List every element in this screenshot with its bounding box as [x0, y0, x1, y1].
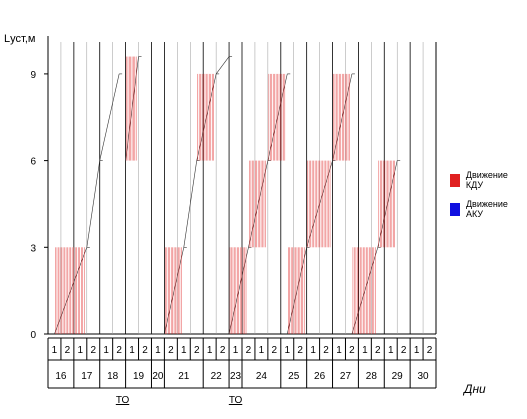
depth-line	[86, 160, 101, 248]
shift-label: 2	[375, 345, 381, 356]
shift-label: 2	[246, 345, 252, 356]
legend-swatch-kdu	[450, 173, 460, 187]
shift-label: 2	[142, 345, 148, 356]
day-label: 26	[314, 371, 326, 382]
y-tick-label: 3	[30, 243, 36, 254]
shift-label: 1	[310, 345, 316, 356]
series-layer	[54, 56, 401, 335]
shift-label: 1	[52, 345, 58, 356]
day-label: 25	[288, 371, 300, 382]
shift-label: 1	[233, 345, 239, 356]
shift-label: 2	[65, 345, 71, 356]
shift-label: 2	[272, 345, 278, 356]
legend-label-aku: Движение АКУ	[465, 199, 508, 219]
y-tick-label: 0	[30, 330, 36, 341]
legend-item-aku: Движение АКУ	[450, 199, 527, 219]
day-label: 23	[230, 371, 242, 382]
day-label: 28	[366, 371, 378, 382]
shift-label: 1	[78, 345, 84, 356]
y-tick-label: 6	[30, 157, 36, 168]
x-axis-label: Дни	[462, 382, 486, 396]
shift-label: 1	[155, 345, 161, 356]
shift-label: 1	[259, 345, 265, 356]
day-label: 24	[256, 371, 268, 382]
y-tick-layer: 0 3 6 9	[30, 70, 48, 341]
day-label: 16	[55, 371, 67, 382]
shift-label: 2	[90, 345, 96, 356]
grid-layer	[47, 36, 437, 335]
shift-label: 2	[168, 345, 174, 356]
day-label: 18	[107, 371, 119, 382]
axis-layer: Lуст,м Дни	[4, 33, 486, 396]
day-label: 29	[392, 371, 404, 382]
shift-label: 1	[129, 345, 135, 356]
legend-label-kdu: Движение КДУ	[465, 170, 508, 190]
depth-line	[215, 56, 230, 75]
shift-label: 2	[194, 345, 200, 356]
shift-label: 2	[427, 345, 433, 356]
maintenance-label: ТО	[229, 395, 243, 406]
shift-label: 2	[220, 345, 226, 356]
legend-swatch-aku	[450, 202, 460, 216]
maintenance-label: ТО	[116, 395, 130, 406]
shift-label: 1	[414, 345, 420, 356]
day-label: 21	[178, 371, 190, 382]
day-label: 19	[133, 371, 145, 382]
day-label: 27	[340, 371, 352, 382]
shift-label: 2	[323, 345, 329, 356]
depth-line	[183, 160, 198, 248]
day-label: 22	[211, 371, 223, 382]
shift-label: 1	[336, 345, 342, 356]
depth-line	[99, 73, 120, 161]
legend-item-kdu: Движение КДУ	[450, 170, 527, 190]
shift-label: 2	[297, 345, 303, 356]
y-axis-label: Lуст,м	[4, 33, 35, 45]
day-label: 30	[418, 371, 430, 382]
shift-label: 2	[401, 345, 407, 356]
shift-label: 1	[207, 345, 213, 356]
day-label: 20	[152, 371, 164, 382]
shift-label: 2	[116, 345, 122, 356]
shift-label: 1	[284, 345, 290, 356]
shift-label: 2	[349, 345, 355, 356]
shift-label: 1	[388, 345, 394, 356]
shift-label: 1	[103, 345, 109, 356]
shift-label: 1	[181, 345, 187, 356]
y-tick-label: 9	[30, 70, 36, 81]
day-label: 17	[81, 371, 93, 382]
shift-label: 1	[362, 345, 368, 356]
